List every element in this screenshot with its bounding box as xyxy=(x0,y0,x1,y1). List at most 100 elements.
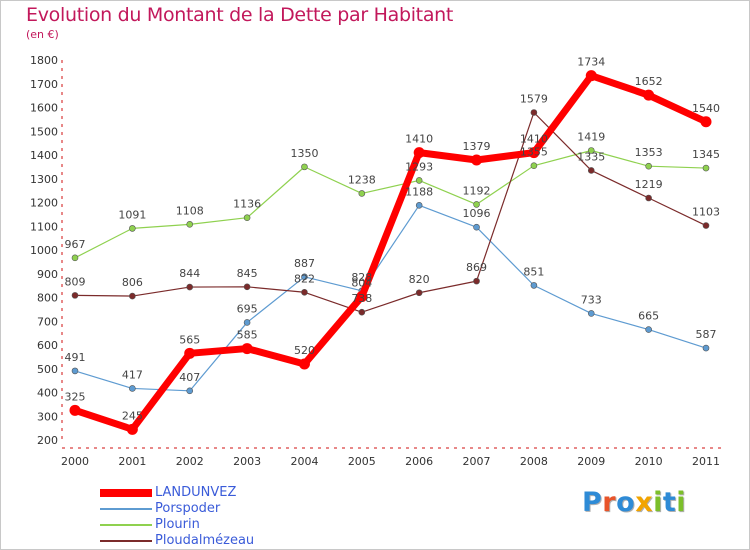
proxiti-logo: Proxiti xyxy=(582,487,686,518)
data-point xyxy=(643,89,655,101)
data-label: 1345 xyxy=(692,148,720,161)
x-tick-label: 2001 xyxy=(118,455,146,468)
data-point xyxy=(186,221,194,228)
data-label: 1353 xyxy=(635,146,663,159)
data-label: 1652 xyxy=(635,75,663,88)
data-point xyxy=(645,194,652,202)
data-point xyxy=(530,109,538,116)
data-label: 1579 xyxy=(520,92,548,105)
data-point xyxy=(241,343,253,355)
data-label: 869 xyxy=(466,261,487,274)
data-label: 491 xyxy=(65,351,86,364)
legend-swatch xyxy=(100,540,152,542)
x-tick-label: 2006 xyxy=(405,455,433,468)
data-labels: 325 245 565 585 520 804 1410 1379 1410 1734 1652 15… xyxy=(65,56,721,423)
series-line xyxy=(74,204,707,392)
data-point xyxy=(528,147,540,159)
data-label: 1419 xyxy=(577,130,605,143)
y-tick-label: 1800 xyxy=(30,54,58,67)
data-point xyxy=(301,288,308,296)
data-label: 1108 xyxy=(176,204,204,217)
data-point xyxy=(702,344,710,352)
logo-letter: i xyxy=(653,487,663,518)
data-point xyxy=(413,147,425,159)
legend-swatch xyxy=(100,508,152,510)
data-label: 733 xyxy=(581,293,602,306)
y-tick-label: 1200 xyxy=(30,197,58,210)
y-tick-label: 700 xyxy=(37,315,58,328)
data-label: 1410 xyxy=(520,133,548,146)
axes: 200 300 400 500 600 700 800 900 1000 1100 1200 1300… xyxy=(30,54,725,468)
data-point xyxy=(587,167,595,174)
data-label: 1379 xyxy=(463,140,491,153)
data-label: 806 xyxy=(122,276,143,289)
data-label: 1136 xyxy=(233,198,261,211)
data-point xyxy=(415,177,423,184)
data-point xyxy=(587,147,595,154)
y-tick-label: 1500 xyxy=(30,125,58,138)
y-tick-label: 200 xyxy=(37,434,58,447)
data-label: 1355 xyxy=(520,146,548,159)
series-porspoder xyxy=(71,202,710,395)
data-point xyxy=(186,283,194,291)
data-label: 325 xyxy=(65,390,86,403)
data-point xyxy=(129,385,136,392)
y-tick-label: 400 xyxy=(37,387,58,400)
y-tick-label: 1000 xyxy=(30,244,58,257)
y-tick-label: 600 xyxy=(37,339,58,352)
data-point xyxy=(645,326,652,333)
data-label: 967 xyxy=(65,238,86,251)
data-label: 828 xyxy=(351,271,372,284)
data-label: 1219 xyxy=(635,178,663,191)
y-tick-label: 1700 xyxy=(30,78,58,91)
logo-letter: x xyxy=(635,487,654,518)
data-label: 738 xyxy=(351,292,372,305)
data-label: 695 xyxy=(237,302,258,315)
data-point xyxy=(700,116,712,128)
data-point xyxy=(473,277,480,285)
x-tick-label: 2009 xyxy=(577,455,605,468)
x-tick-label: 2008 xyxy=(520,455,548,468)
legend-label: Porspoder xyxy=(155,501,221,516)
series-plourin xyxy=(71,147,710,262)
data-point xyxy=(184,347,196,359)
series-line xyxy=(74,149,707,259)
data-label: 1335 xyxy=(577,150,605,163)
data-label: 851 xyxy=(523,265,544,278)
x-tick-label: 2002 xyxy=(176,455,204,468)
legend-swatch xyxy=(100,489,152,497)
data-label: 809 xyxy=(65,275,86,288)
data-point xyxy=(471,154,483,166)
logo-letter: r xyxy=(602,487,617,518)
data-label: 1293 xyxy=(405,160,433,173)
y-tick-label: 900 xyxy=(37,268,58,281)
data-point xyxy=(587,310,595,317)
data-point xyxy=(243,283,251,291)
data-point xyxy=(71,292,79,299)
data-point xyxy=(473,201,480,208)
y-tick-label: 500 xyxy=(37,363,58,376)
legend-swatch xyxy=(100,524,152,526)
x-tick-label: 2000 xyxy=(61,455,89,468)
data-point xyxy=(356,291,368,303)
data-label: 1188 xyxy=(405,185,433,198)
data-point xyxy=(71,254,79,262)
data-label: 1238 xyxy=(348,173,376,186)
data-label: 804 xyxy=(351,277,372,290)
data-label: 585 xyxy=(237,329,258,342)
x-tick-label: 2005 xyxy=(348,455,376,468)
data-label: 845 xyxy=(237,267,258,280)
data-label: 1734 xyxy=(577,56,605,69)
data-point xyxy=(129,225,136,232)
y-tick-label: 300 xyxy=(37,410,58,423)
data-point xyxy=(702,222,710,229)
data-point xyxy=(530,162,538,169)
data-point xyxy=(585,70,597,82)
data-label: 820 xyxy=(409,273,430,286)
data-point xyxy=(473,223,480,231)
series-landunvez xyxy=(69,70,712,435)
chart-subtitle: (en €) xyxy=(26,28,59,41)
data-label: 1350 xyxy=(290,147,318,160)
